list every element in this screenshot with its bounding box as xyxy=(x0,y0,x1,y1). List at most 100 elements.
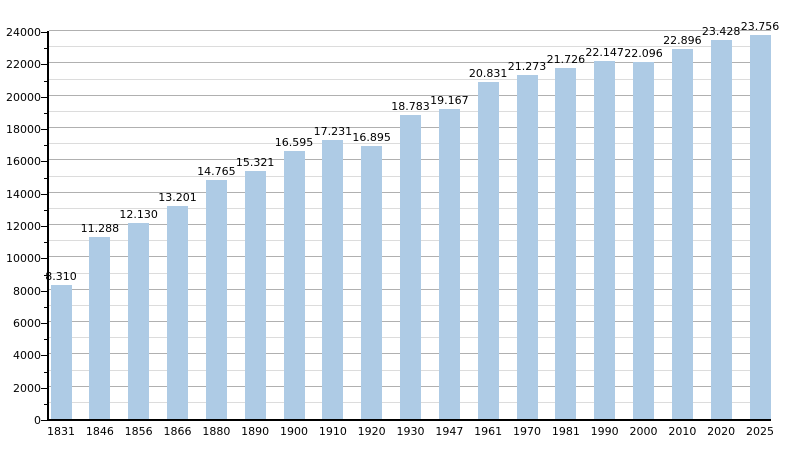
y-tick-label: 24000 xyxy=(6,26,41,39)
value-label-1880: 14.765 xyxy=(197,165,236,179)
x-tick-label-2020: 2020 xyxy=(707,425,736,438)
bar-1947 xyxy=(438,109,460,419)
major-gridline xyxy=(49,30,771,31)
y-minor-tick xyxy=(44,403,47,405)
value-label-1970: 21.273 xyxy=(507,60,547,74)
y-major-tick xyxy=(41,193,47,195)
value-label-2000: 22.096 xyxy=(624,46,663,60)
y-major-tick xyxy=(41,32,47,33)
y-minor-tick xyxy=(44,209,47,211)
bar-2000 xyxy=(633,61,654,419)
y-minor-tick xyxy=(44,80,47,82)
y-major-tick xyxy=(41,290,47,292)
x-tick-label-2010: 2010 xyxy=(668,425,697,438)
plot-area: 8.310 11.288 12.130 13.201 14.765 15.321 16.59… xyxy=(45,20,779,421)
major-gridline xyxy=(49,62,771,64)
y-tick-label: 0 xyxy=(34,414,41,427)
bar-2020 xyxy=(710,40,732,419)
value-label-1856: 12.130 xyxy=(119,207,158,221)
x-tick-label-1890: 1890 xyxy=(241,425,270,438)
bar-2025 xyxy=(749,34,771,419)
y-minor-tick xyxy=(44,306,47,308)
x-tick-label-1970: 1970 xyxy=(513,425,541,438)
x-tick-label-1981: 1981 xyxy=(551,425,580,438)
y-minor-tick xyxy=(44,274,47,276)
bar-1846 xyxy=(89,236,111,419)
value-label-1890: 15.321 xyxy=(235,156,275,170)
bar-1990 xyxy=(594,60,616,419)
y-major-tick xyxy=(41,387,47,389)
y-major-tick xyxy=(41,161,47,163)
minor-gridline xyxy=(49,78,771,80)
y-minor-tick xyxy=(44,339,47,341)
bar-1866 xyxy=(167,205,188,419)
y-axis-ticks xyxy=(41,31,47,421)
y-tick-label: 12000 xyxy=(6,220,41,233)
minor-gridline xyxy=(49,46,771,48)
y-tick-label: 20000 xyxy=(6,90,41,104)
y-tick-label: 14000 xyxy=(6,187,41,201)
bar-1900 xyxy=(283,150,305,419)
bar-2010 xyxy=(671,48,693,419)
value-label-1910: 17.231 xyxy=(313,125,353,139)
y-minor-tick xyxy=(44,48,47,50)
y-tick-label: 4000 xyxy=(13,349,41,363)
y-major-tick xyxy=(41,420,47,421)
bar-1920 xyxy=(361,145,383,419)
minor-gridline xyxy=(49,110,771,112)
bar-1856 xyxy=(128,222,150,419)
x-tick-label-1880: 1880 xyxy=(202,425,231,438)
y-minor-tick xyxy=(44,242,47,244)
value-label-1920: 16.895 xyxy=(352,130,391,144)
x-tick-label-1910: 1910 xyxy=(318,425,347,438)
y-major-tick xyxy=(41,226,47,227)
x-tick-label-2025: 2025 xyxy=(746,425,774,438)
y-tick-label: 8000 xyxy=(13,284,41,298)
x-tick-label-1920: 1920 xyxy=(357,425,386,438)
value-label-1930: 18.783 xyxy=(391,100,430,114)
value-label-2020: 23.428 xyxy=(701,25,741,39)
value-label-2025: 23.756 xyxy=(740,19,780,33)
value-label-1947: 19.167 xyxy=(430,94,469,108)
y-minor-tick xyxy=(44,371,47,373)
y-major-tick xyxy=(41,355,47,357)
bar-1910 xyxy=(322,140,344,419)
bar-1981 xyxy=(555,67,577,419)
y-major-tick xyxy=(41,129,47,130)
value-label-2010: 22.896 xyxy=(663,33,702,47)
x-tick-label-1930: 1930 xyxy=(396,425,425,438)
x-tick-label-1900: 1900 xyxy=(280,425,308,438)
y-tick-label: 18000 xyxy=(6,123,41,136)
bar-1880 xyxy=(205,180,227,419)
value-label-1981: 21.726 xyxy=(546,52,586,66)
y-major-tick xyxy=(41,258,47,260)
value-label-1900: 16.595 xyxy=(274,135,314,149)
value-label-1846: 11.288 xyxy=(80,221,120,235)
y-major-tick xyxy=(41,64,47,66)
y-major-tick xyxy=(41,96,47,98)
y-minor-tick xyxy=(44,177,47,179)
bar-1961 xyxy=(477,82,499,419)
x-tick-label-1947: 1947 xyxy=(435,425,464,438)
x-tick-label-1990: 1990 xyxy=(590,425,619,438)
y-major-tick xyxy=(41,323,47,324)
y-tick-label: 16000 xyxy=(6,155,41,169)
x-tick-label-1846: 1846 xyxy=(85,425,114,438)
value-label-1990: 22.147 xyxy=(585,45,624,59)
x-tick-label-1961: 1961 xyxy=(474,425,503,438)
value-label-1831: 8.310 xyxy=(45,269,77,283)
x-tick-label-1831: 1831 xyxy=(47,425,75,438)
bar-1890 xyxy=(244,171,266,419)
value-label-1866: 13.201 xyxy=(158,190,197,204)
y-tick-label: 22000 xyxy=(6,58,41,72)
bar-1970 xyxy=(516,75,538,419)
y-minor-tick xyxy=(44,145,47,147)
value-label-1961: 20.831 xyxy=(468,67,508,81)
x-axis-labels: 1831 1846 1856 1866 1880 1890 1900 1910 1920 1930… xyxy=(47,425,774,439)
y-tick-label: 10000 xyxy=(6,252,41,266)
y-minor-tick xyxy=(44,112,47,114)
bar-1930 xyxy=(400,115,421,419)
x-tick-label-1856: 1856 xyxy=(124,425,153,438)
bar-1831 xyxy=(50,284,72,419)
